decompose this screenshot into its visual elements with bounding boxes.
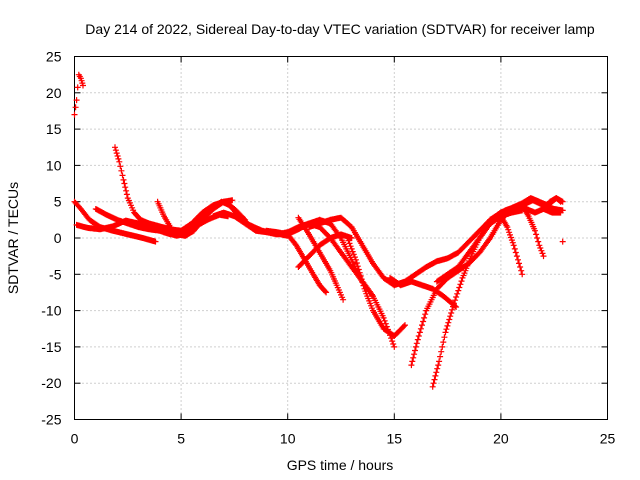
data-points (295, 214, 347, 303)
data-points (295, 231, 355, 270)
y-tick-label: -25 (41, 412, 61, 428)
series-track-9 (295, 214, 347, 303)
y-tick-label: 0 (54, 230, 62, 246)
y-tick-label: 15 (46, 121, 62, 137)
series-track-16 (387, 274, 460, 310)
data-points (387, 274, 460, 310)
series-track-5 (92, 198, 249, 238)
data-points (433, 213, 504, 285)
x-tick-label: 15 (387, 431, 403, 447)
grid (74, 56, 608, 420)
data-points (344, 235, 408, 339)
x-tick-label: 0 (71, 431, 79, 447)
y-tick-label: -15 (41, 339, 61, 355)
series-track-6 (154, 197, 236, 239)
y-tick-label: 25 (46, 49, 62, 65)
data-points (71, 71, 86, 118)
y-tick-label: 5 (54, 194, 62, 210)
x-tick-labels: 0 5 10 15 20 25 (71, 431, 616, 447)
series-track-11 (295, 231, 355, 270)
y-tick-label: 10 (46, 157, 62, 173)
y-tick-labels: -25 -20 -15 -10 -5 0 5 10 15 20 25 (41, 49, 61, 428)
data-points (154, 197, 236, 239)
data-points (540, 195, 564, 212)
chart-title: Day 214 of 2022, Sidereal Day-to-day VTE… (85, 21, 595, 37)
y-tick-label: -5 (49, 266, 62, 282)
x-tick-label: 20 (493, 431, 509, 447)
series-track-23 (540, 195, 564, 212)
series-track-21 (497, 213, 526, 278)
series-track-24 (559, 238, 566, 245)
data-points (559, 238, 566, 245)
x-tick-label: 25 (600, 431, 616, 447)
y-tick-label: -20 (41, 375, 61, 391)
data-points (210, 209, 398, 350)
y-tick-label: 20 (46, 85, 62, 101)
data-points (497, 213, 526, 278)
y-axis-label: SDTVAR / TECUs (5, 182, 21, 294)
axis-ticks (74, 56, 608, 420)
x-tick-label: 5 (177, 431, 185, 447)
x-axis-label: GPS time / hours (287, 457, 394, 473)
x-tick-label: 10 (280, 431, 296, 447)
series-track-13 (344, 235, 408, 339)
series-track-1 (71, 71, 86, 118)
data-points (92, 198, 249, 238)
series-track-7 (210, 209, 398, 350)
data-points (519, 202, 547, 260)
y-tick-label: -10 (41, 303, 61, 319)
series-track-22 (519, 202, 547, 260)
data-series (71, 71, 566, 390)
series-track-17 (433, 213, 504, 285)
